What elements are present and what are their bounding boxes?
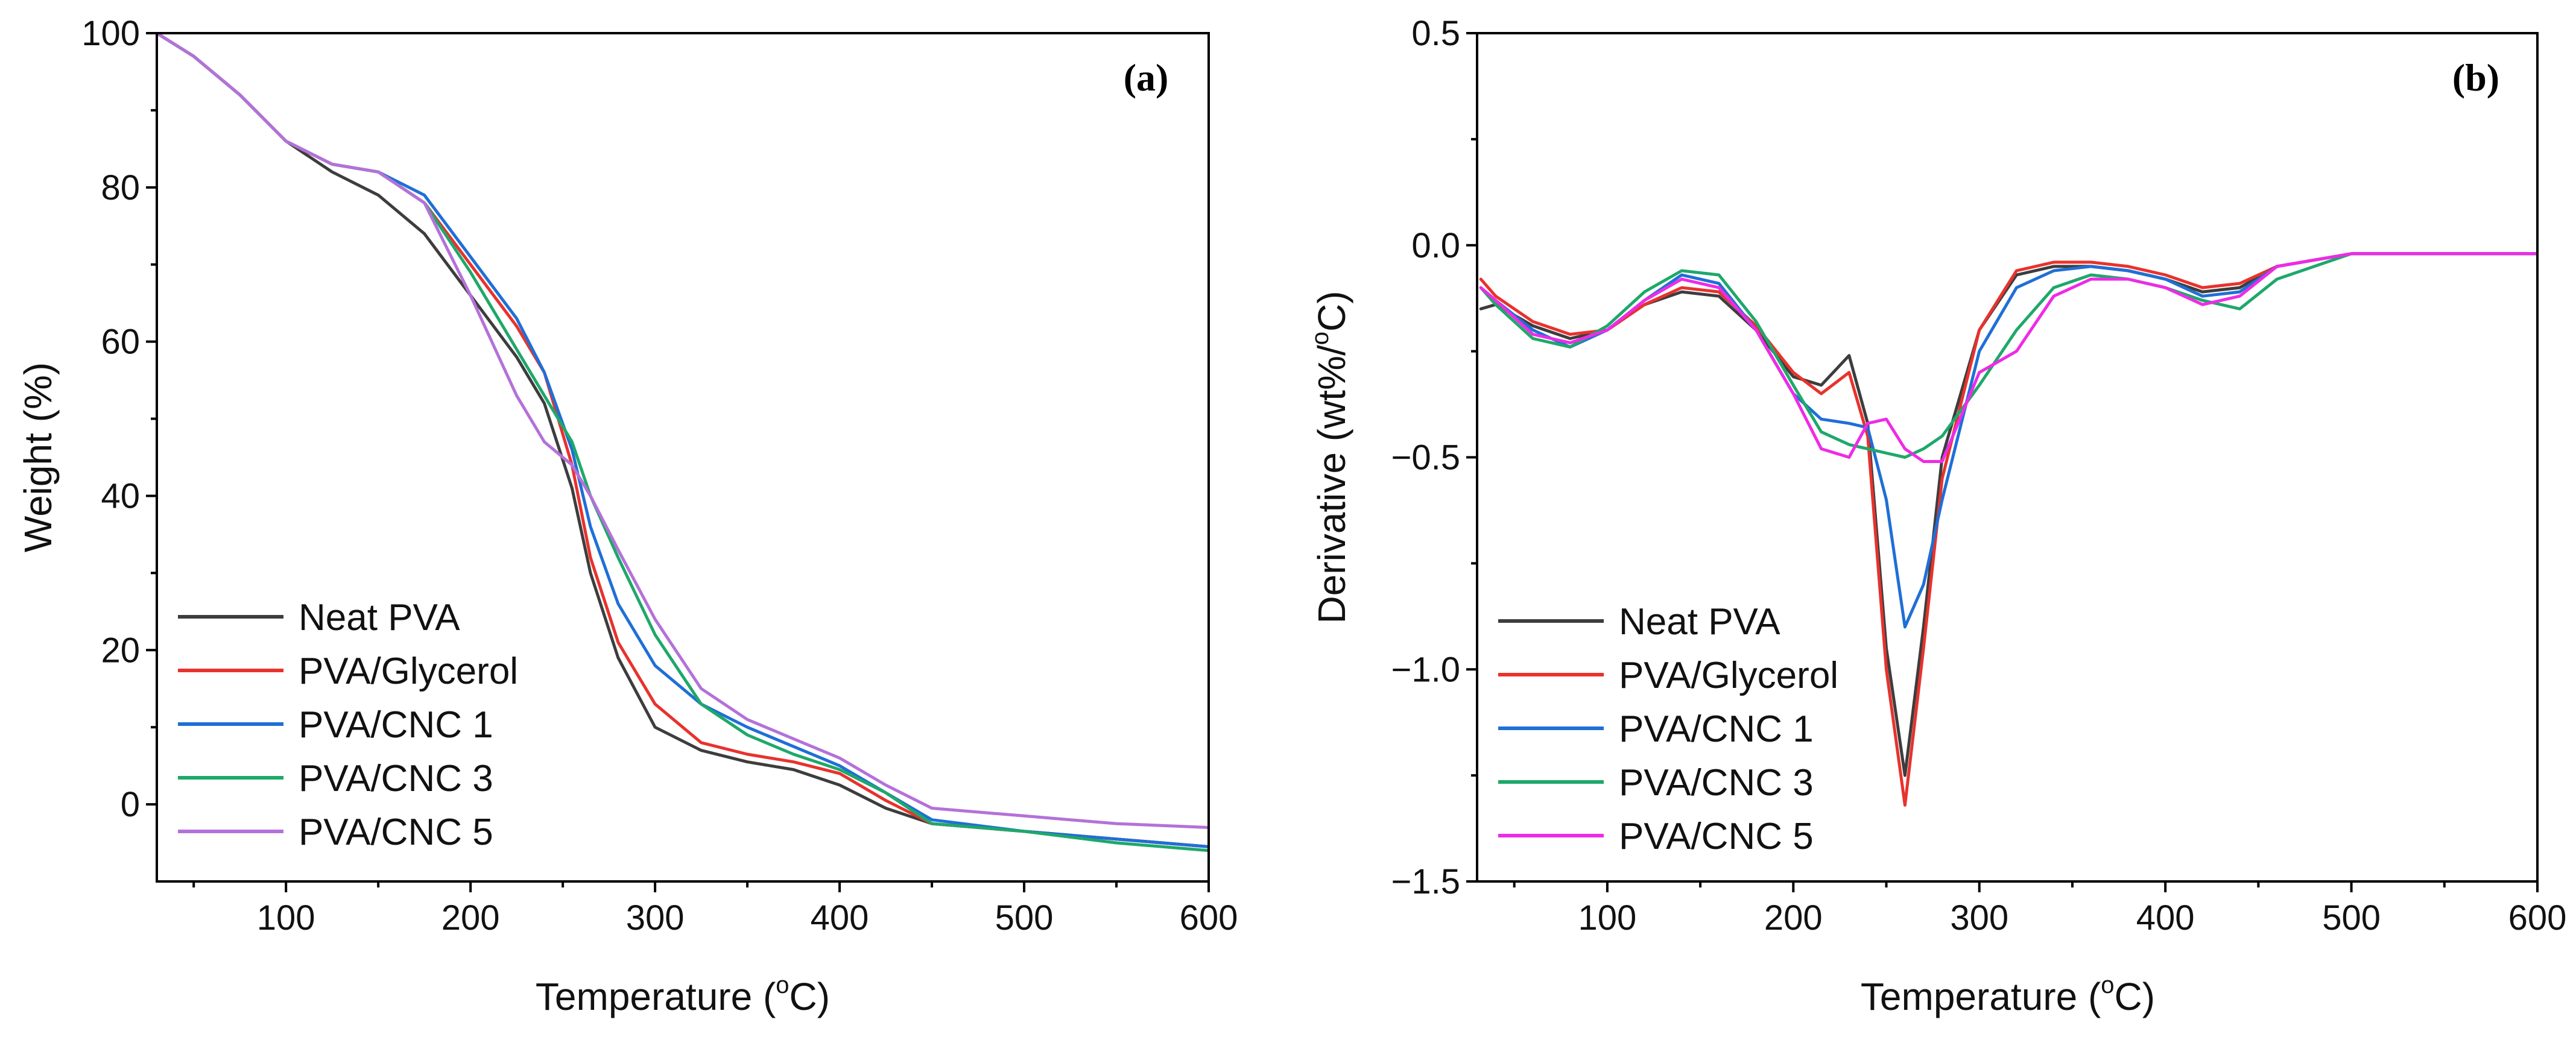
y-axis-title: Derivative (wt%/oC) (1307, 291, 1353, 623)
legend-label: PVA/CNC 5 (299, 812, 493, 853)
y-tick-label: 40 (101, 476, 140, 515)
legend-label: PVA/Glycerol (1619, 655, 1838, 696)
plot-frame (1476, 32, 2539, 883)
x-axis-title-sup: o (776, 972, 789, 998)
y-axis-title-main: Derivative (wt%/ (1310, 345, 1353, 624)
x-axis-title-sup: o (2101, 972, 2114, 998)
x-tick-label: 600 (1180, 898, 1238, 938)
panel-label: (a) (1124, 56, 1169, 99)
legend-label: PVA/CNC 1 (1619, 708, 1814, 750)
y-tick-label: 60 (101, 323, 140, 362)
y-tick-label: 0.0 (1411, 226, 1460, 265)
y-tick-label: 0 (121, 785, 140, 824)
series-line-neat-pva (157, 33, 1209, 848)
legend-label: Neat PVA (299, 597, 460, 638)
legend-label: PVA/CNC 1 (299, 704, 493, 746)
y-tick-label: −1.0 (1391, 650, 1461, 689)
y-axis-title-main: Weight (%) (16, 362, 60, 552)
panel-a-weight-chart: 100 200 300 400 500 600 0 20 40 60 80 100 Temperatur… (16, 14, 1238, 1018)
x-tick-label: 500 (995, 898, 1054, 938)
y-axis-title: Weight (%) (16, 362, 60, 552)
y-tick-label: 80 (101, 168, 140, 207)
series-line-neat-pva (1479, 252, 2537, 777)
x-tick-label: 100 (1578, 898, 1637, 938)
panel-label: (b) (2452, 56, 2499, 99)
y-tick-label: 100 (81, 14, 140, 53)
legend-label: Neat PVA (1619, 601, 1780, 643)
legend-label: PVA/Glycerol (299, 651, 518, 692)
legend-label: PVA/CNC 5 (1619, 816, 1814, 857)
x-tick-label: 300 (1950, 898, 2008, 938)
y-tick-label: 0.5 (1411, 14, 1460, 53)
y-axis-title-sup: o (1307, 332, 1334, 345)
x-axis-title-main: Temperature ( (1861, 975, 2101, 1018)
series-line-pva-cnc-5 (1479, 252, 2537, 463)
x-tick-label: 400 (811, 898, 869, 938)
panel-b-derivative-chart: 100 200 300 400 500 600 −1.5 −1.0 −0.5 0.0 0.5 Temp… (1307, 14, 2566, 1018)
y-axis-title-suffix: C) (1310, 291, 1353, 332)
x-axis-title: Temperature (oC) (536, 972, 830, 1018)
x-axis-title-suffix: C) (2115, 975, 2156, 1018)
y-tick-label: −0.5 (1391, 438, 1461, 478)
legend-label: PVA/CNC 3 (299, 758, 493, 799)
x-axis-title: Temperature (oC) (1861, 972, 2155, 1018)
x-tick-label: 400 (2136, 898, 2195, 938)
x-axis-title-main: Temperature ( (536, 975, 776, 1018)
y-tick-label: −1.5 (1391, 862, 1461, 901)
series-line-pva-glycerol (1479, 252, 2537, 807)
x-tick-label: 600 (2508, 898, 2567, 938)
series-line-pva-cnc-5 (157, 33, 1209, 829)
plot-frame (156, 32, 1210, 883)
x-axis-title-suffix: C) (790, 975, 831, 1018)
y-tick-label: 20 (101, 631, 140, 670)
legend-label: PVA/CNC 3 (1619, 762, 1814, 804)
x-tick-label: 500 (2322, 898, 2381, 938)
x-tick-label: 300 (626, 898, 685, 938)
x-tick-label: 200 (441, 898, 500, 938)
x-tick-label: 200 (1764, 898, 1823, 938)
x-tick-label: 100 (257, 898, 315, 938)
